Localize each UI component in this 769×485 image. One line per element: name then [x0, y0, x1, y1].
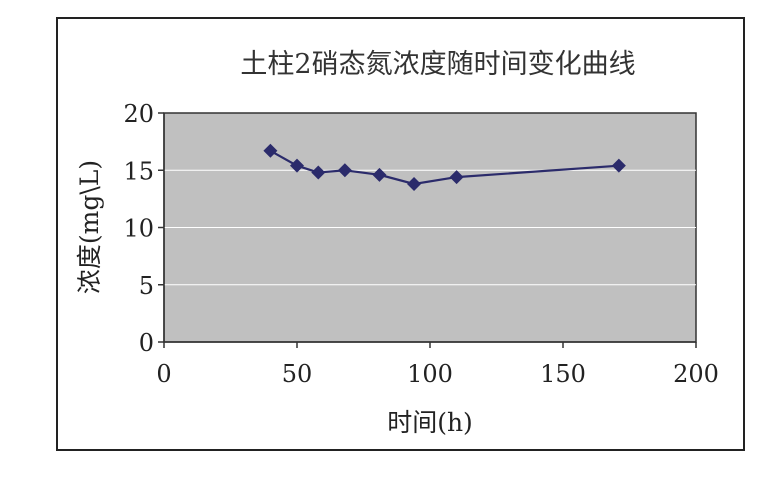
chart-frame: 土柱2硝态氮浓度随时间变化曲线 0 5 10 15 20 0 50 100 150 200 时间…	[56, 17, 745, 451]
data-point	[311, 165, 326, 180]
x-tick-label: 150	[540, 360, 586, 388]
x-axis-label: 时间(h)	[387, 408, 473, 437]
y-tick-label: 10	[123, 215, 154, 243]
y-axis-label: 浓度(mg\L)	[75, 160, 104, 294]
data-point	[449, 170, 464, 185]
y-tick-label: 5	[139, 272, 154, 300]
y-tick-label: 15	[123, 157, 154, 185]
x-tick-label: 200	[673, 360, 719, 388]
data-point	[407, 176, 422, 191]
x-tick-label: 100	[407, 360, 453, 388]
x-tick-label: 50	[282, 360, 313, 388]
x-tick-label: 0	[156, 360, 171, 388]
x-tick-labels: 0 50 100 150 200	[156, 360, 719, 388]
data-series	[263, 143, 626, 191]
y-tick-label: 0	[139, 329, 154, 357]
data-point	[611, 158, 626, 173]
chart-canvas: 土柱2硝态氮浓度随时间变化曲线 0 5 10 15 20 0 50 100 150 200 时间…	[75, 49, 719, 437]
y-tick-labels: 0 5 10 15 20	[123, 100, 154, 357]
data-point	[263, 143, 278, 158]
gridlines	[164, 169, 696, 286]
data-point	[372, 167, 387, 182]
y-tick-label: 20	[123, 100, 154, 128]
data-point	[337, 163, 352, 178]
data-point	[290, 158, 304, 173]
chart-title: 土柱2硝态氮浓度随时间变化曲线	[240, 49, 635, 80]
axes	[158, 112, 697, 348]
